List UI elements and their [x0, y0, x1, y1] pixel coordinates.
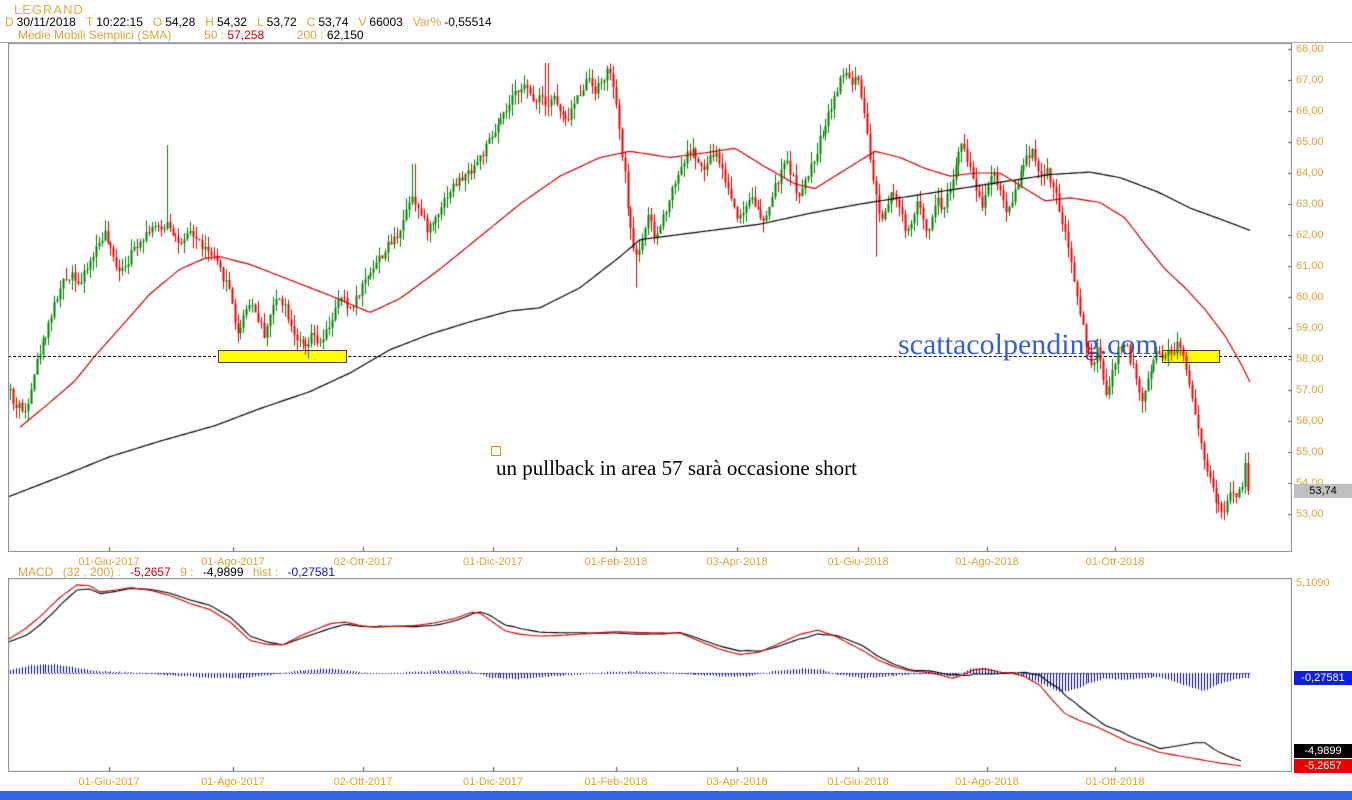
price-tick-label: 64,00: [1296, 167, 1324, 179]
macd-hist-badge: -0,27581: [1294, 670, 1352, 685]
quote-field-value: 30/11/2018: [16, 15, 76, 29]
price-tick-label: 55,00: [1296, 446, 1324, 458]
date-tick-label: 01-Ott-2018: [1085, 776, 1145, 788]
date-tick-label: 01-Feb-2018: [584, 556, 648, 568]
price-tick-label: 60,00: [1296, 291, 1324, 303]
date-tick-label: 01-Giu-2017: [78, 556, 140, 568]
date-tick-label: 01-Giu-2018: [827, 776, 889, 788]
macd-hist-value: -0,27581: [287, 565, 335, 579]
macd-hist-label: hist :: [252, 565, 279, 579]
macd-legend: MACD (32 , 200) : -5,2657 9 : -4,9899 hi…: [18, 565, 341, 579]
quote-field-value: 54,28: [165, 15, 196, 29]
price-tick-label: 63,00: [1296, 198, 1324, 210]
date-tick-label: 01-Ago-2018: [955, 776, 1019, 788]
sma50-value: 57,258: [227, 28, 265, 42]
taskbar-strip[interactable]: [0, 791, 1352, 800]
macd-params: (32 , 200) :: [62, 565, 121, 579]
sma200-label: 200 :: [296, 28, 324, 42]
quote-field-value: -0,55514: [444, 15, 492, 29]
sma200-value: 62,150: [326, 28, 364, 42]
date-tick-label: 03-Apr-2018: [706, 556, 768, 568]
quote-field-value: 53,74: [318, 15, 349, 29]
quote-field-label: Var%: [412, 15, 442, 29]
sma-legend: Medie Mobili Semplici (SMA) 50 : 57,258 …: [18, 28, 364, 42]
date-tick-label: 01-Ott-2018: [1085, 556, 1145, 568]
header-separator: [0, 42, 1352, 43]
price-tick-label: 57,00: [1296, 384, 1324, 396]
date-tick-label: 01-Giu-2018: [827, 556, 889, 568]
date-tick-label: 01-Ago-2018: [955, 556, 1019, 568]
price-tick-label: 65,00: [1296, 136, 1324, 148]
sma50-label: 50 :: [204, 28, 225, 42]
date-tick-label: 02-Ott-2017: [333, 556, 393, 568]
quote-field-value: 10:22:15: [96, 15, 143, 29]
quote-field-value: 53,72: [266, 15, 297, 29]
price-tick-label: 58,00: [1296, 353, 1324, 365]
macd-label: MACD: [18, 565, 54, 579]
macd-chart-canvas[interactable]: [8, 578, 1292, 772]
quote-field-label: L: [256, 15, 264, 29]
price-chart-canvas[interactable]: [8, 43, 1292, 552]
date-tick-label: 02-Ott-2017: [333, 776, 393, 788]
macd-scale-top-label: 5,1090: [1296, 577, 1330, 589]
quote-field-value: 66003: [369, 15, 403, 29]
date-tick-label: 01-Dic-2017: [463, 556, 523, 568]
macd-signal-label: 9 :: [180, 565, 194, 579]
date-tick-label: 01-Ago-2017: [201, 556, 265, 568]
quote-field-label: D: [5, 15, 14, 29]
date-tick-label: 03-Apr-2018: [706, 776, 768, 788]
last-price-badge: 53,74: [1294, 484, 1352, 499]
quote-header: D 30/11/2018 T 10:22:15 O 54,28 H 54,32 L 53,72 C 5…: [5, 15, 492, 29]
price-tick-label: 56,00: [1296, 415, 1324, 427]
date-tick-label: 01-Dic-2017: [463, 776, 523, 788]
instrument-symbol: LEGRAND: [14, 2, 84, 17]
quote-field-label: T: [85, 15, 94, 29]
sma-legend-label: Medie Mobili Semplici (SMA): [18, 28, 172, 42]
date-tick-label: 01-Feb-2018: [584, 776, 648, 788]
macd-value: -5,2657: [130, 565, 171, 579]
price-tick-label: 67,00: [1296, 74, 1324, 86]
quote-field-value: 54,32: [216, 15, 247, 29]
macd-value-badge: -5,2657: [1294, 759, 1352, 773]
quote-field-label: V: [358, 15, 367, 29]
quote-field-label: H: [205, 15, 214, 29]
price-tick-label: 66,00: [1296, 105, 1324, 117]
price-tick-label: 68,00: [1296, 43, 1324, 55]
macd-signal-value: -4,9899: [202, 565, 244, 579]
price-tick-label: 59,00: [1296, 322, 1324, 334]
quote-field-label: O: [152, 15, 163, 29]
date-tick-label: 01-Ago-2017: [201, 776, 265, 788]
price-tick-label: 61,00: [1296, 260, 1324, 272]
macd-signal-badge: -4,9899: [1294, 744, 1352, 758]
price-tick-label: 53,00: [1296, 508, 1324, 520]
price-tick-label: 62,00: [1296, 229, 1324, 241]
date-tick-label: 01-Giu-2017: [78, 776, 140, 788]
quote-field-label: C: [306, 15, 316, 29]
